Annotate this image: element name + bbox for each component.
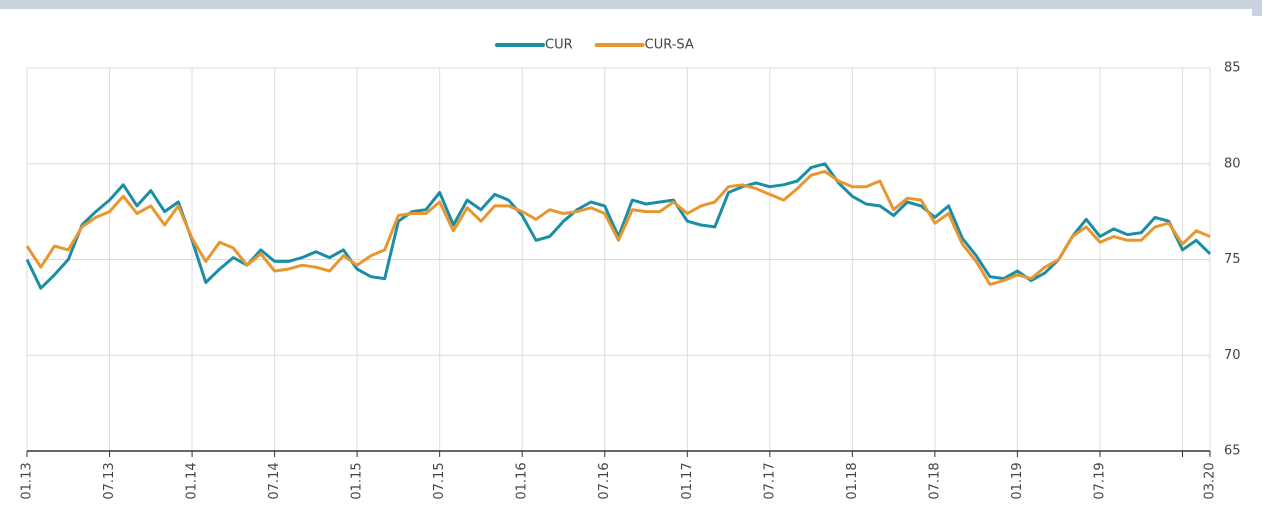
x-tick-label: 07.17 (762, 462, 777, 499)
x-tick-label: 01.19 (1010, 462, 1025, 499)
top-bar-corner (1252, 0, 1262, 16)
x-tick-label: 01.17 (680, 462, 695, 499)
x-tick-label: 01.13 (20, 462, 35, 499)
y-tick-label: 85 (1224, 61, 1241, 76)
x-tick-label: 01.15 (350, 462, 365, 499)
x-tick-label: 07.14 (267, 462, 282, 499)
x-tick-label: 01.16 (515, 462, 530, 499)
x-tick-label: 07.18 (927, 462, 942, 499)
x-tick-label: 07.15 (432, 462, 447, 499)
y-tick-label: 65 (1224, 444, 1241, 459)
x-tick-label: 01.18 (845, 462, 860, 499)
y-tick-label: 75 (1224, 252, 1241, 267)
y-tick-label: 70 (1224, 348, 1241, 363)
x-tick-label: 07.16 (597, 462, 612, 499)
legend-label: CUR (545, 38, 573, 53)
series-line (25, 162, 1212, 290)
y-tick-label: 80 (1224, 156, 1241, 171)
top-bar (0, 0, 1262, 9)
series-line (25, 169, 1211, 286)
x-tick-label: 01.14 (185, 462, 200, 499)
legend-label: CUR-SA (645, 38, 694, 53)
x-tick-label: 03.20 (1203, 462, 1218, 499)
x-tick-label: 07.13 (102, 462, 117, 499)
x-tick-label: 07.19 (1092, 462, 1107, 499)
